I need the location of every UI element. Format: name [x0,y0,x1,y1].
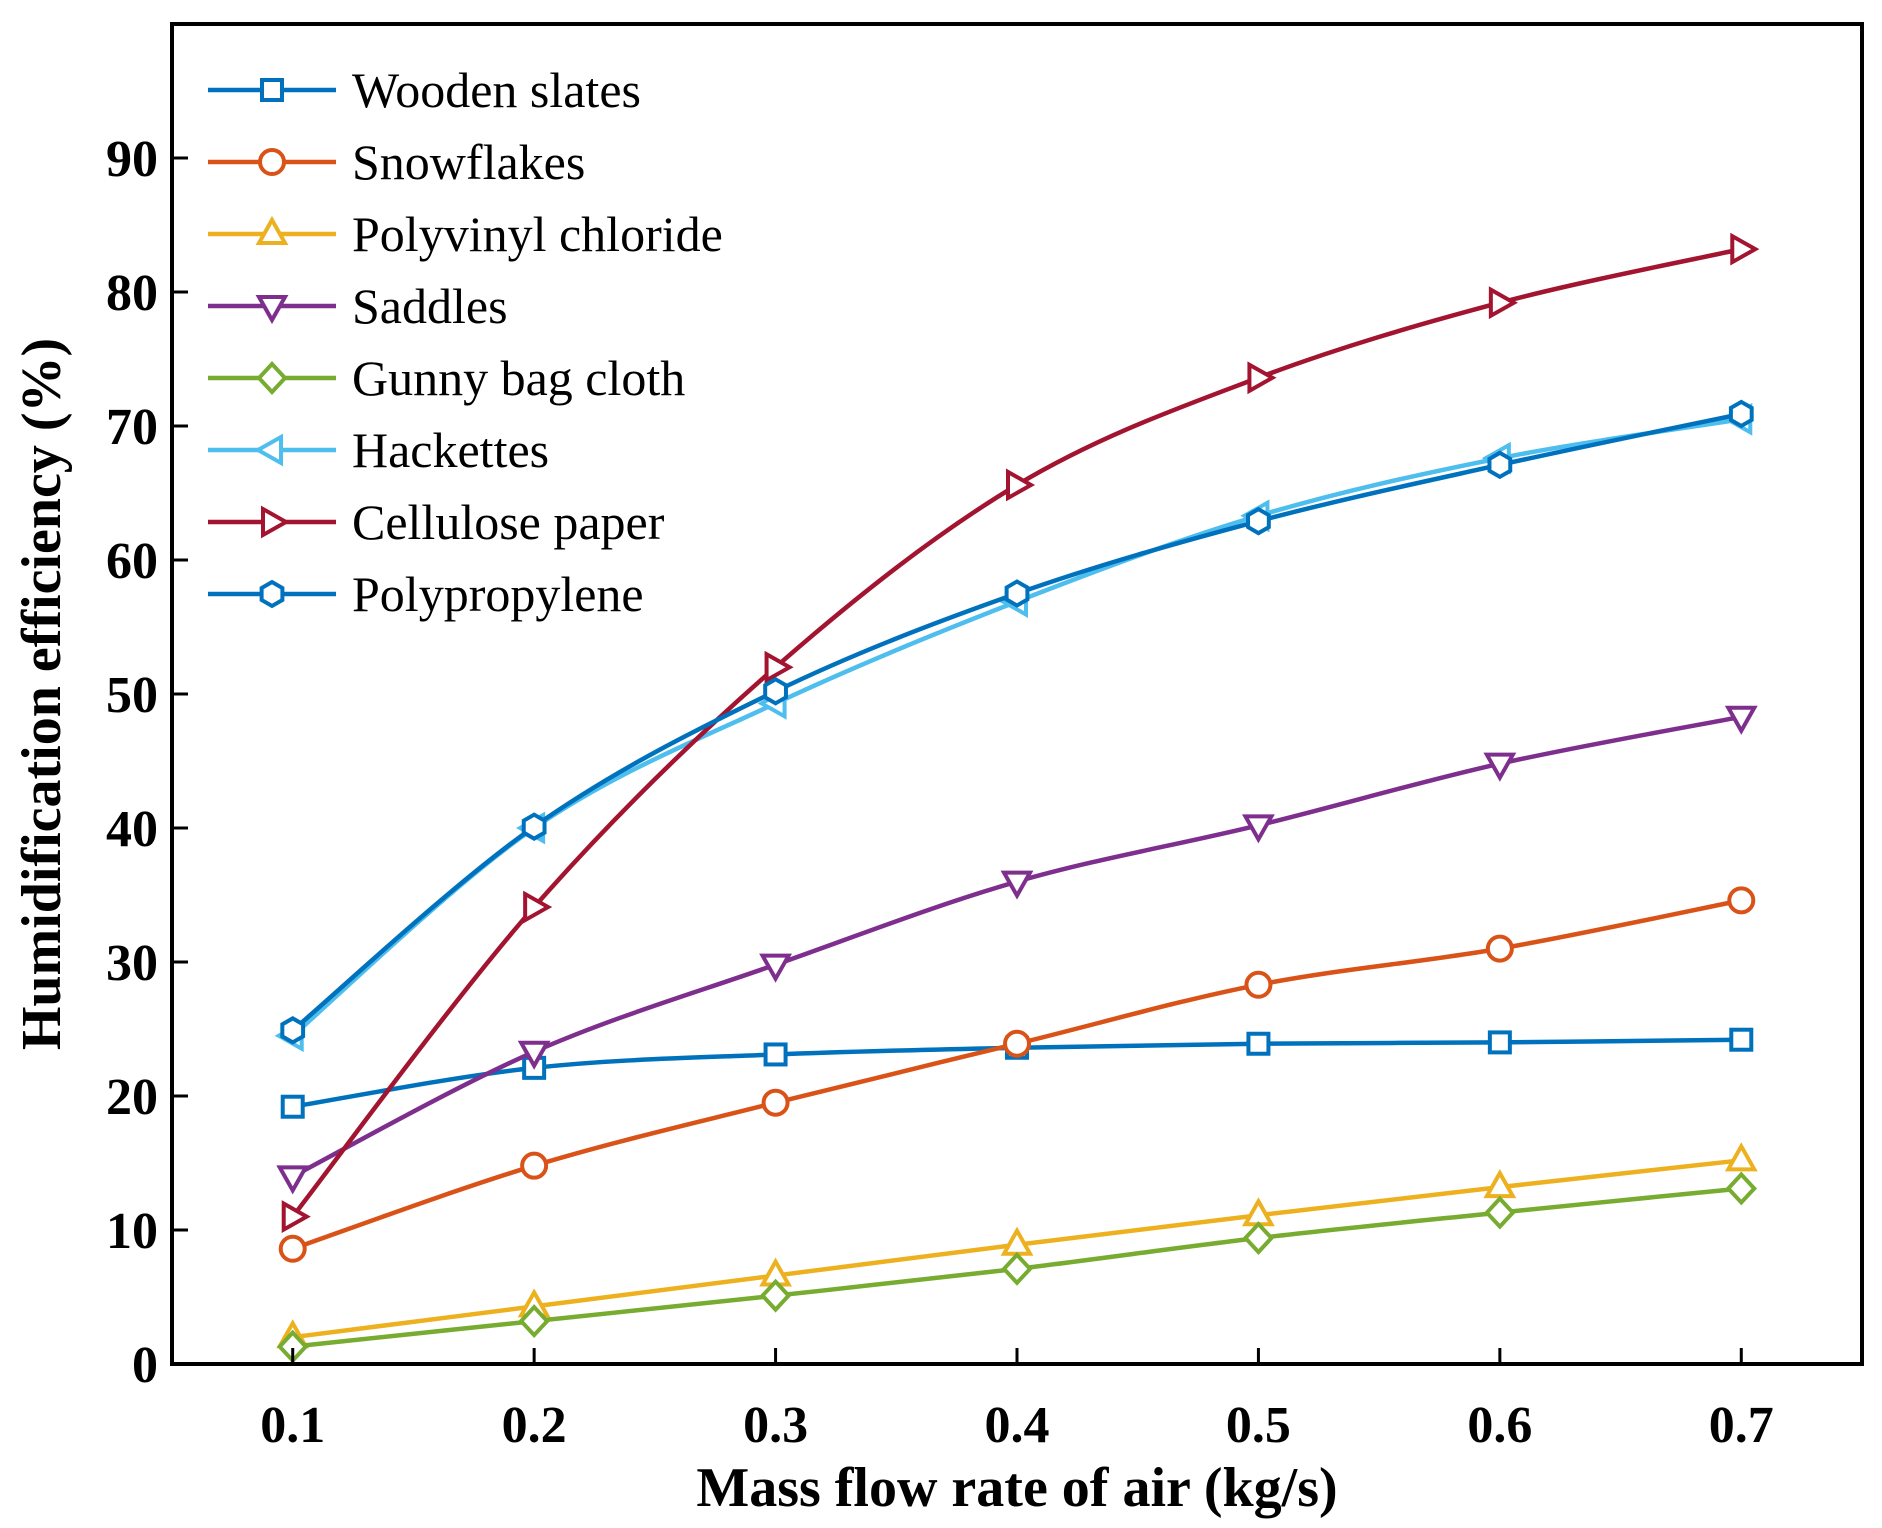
y-tick-label: 0 [132,1337,158,1394]
y-tick-label: 70 [106,399,158,456]
data-point [1728,399,1754,429]
data-point [1724,1142,1758,1172]
x-tick-label: 0.1 [260,1397,325,1454]
legend-marker [253,433,283,467]
data-point [1729,1027,1754,1052]
data-point [517,1040,551,1070]
data-point [521,812,547,841]
legend: Wooden slates Snowflakes Polyvinyl chlorid… [208,62,723,622]
legend-entry: Hackettes [208,422,549,478]
y-tick-label: 40 [106,801,158,858]
legend-label: Snowflakes [352,134,585,190]
legend-marker [258,148,286,176]
data-point [281,1200,311,1234]
legend-label: Gunny bag cloth [352,350,685,406]
x-axis-title: Mass flow rate of air (kg/s) [696,1457,1337,1519]
data-point [761,1088,790,1117]
data-point [1003,1029,1031,1058]
data-point [1725,1171,1758,1206]
legend-entry: Polyvinyl chloride [208,206,723,262]
data-point [278,1234,307,1263]
legend-marker [255,295,289,325]
data-point [1483,752,1517,782]
series-line [291,898,1742,1251]
y-axis-title: Humidification efficiency (%) [11,338,73,1050]
data-point [1730,232,1760,266]
y-tick-label: 20 [106,1069,158,1126]
data-point [759,1278,792,1313]
data-point [1247,361,1277,395]
data-point [1246,506,1271,536]
data-point [518,1304,550,1339]
data-point [1485,934,1514,963]
data-point [280,1094,305,1119]
legend-label: Wooden slates [352,62,641,118]
series-snowflakes [278,886,1756,1263]
data-point [520,1151,549,1180]
x-tick-label: 0.6 [1467,1397,1532,1454]
data-point [1724,705,1758,735]
legend-entry: Gunny bag cloth [208,350,685,406]
series-saddles [276,705,1758,1195]
series-polypropylene [280,399,1754,1045]
data-point [1488,286,1518,320]
y-tick-label: 80 [106,265,158,322]
data-point [523,890,553,924]
y-tick-label: 50 [106,667,158,724]
legend-entry: Cellulose paper [208,494,665,550]
y-tick-label: 30 [106,935,158,992]
axis-ticks: 0.1 0.2 0.3 0.4 0.5 0.6 0.7 0 10 20 30 40 50 60 70 80 90 [106,131,1774,1454]
data-point [1006,468,1036,502]
series-line [291,714,1742,1179]
legend-label: Polyvinyl chloride [352,206,723,262]
legend-marker [256,361,288,395]
legend-marker [255,215,289,245]
x-tick-label: 0.4 [985,1397,1050,1454]
legend-entry: Snowflakes [208,134,585,190]
x-tick-label: 0.2 [502,1397,567,1454]
data-point [1727,886,1756,915]
data-point [1487,1030,1512,1055]
legend-label: Hackettes [352,422,549,478]
legend-entry: Saddles [208,278,508,334]
legend-marker [260,78,284,102]
data-point [276,1165,310,1195]
legend-marker [261,505,291,539]
data-point [1246,1031,1271,1056]
legend-entry: Polypropylene [208,566,644,622]
legend-label: Polypropylene [352,566,644,622]
data-point [764,650,794,684]
data-point [763,1042,788,1067]
data-point [1484,1195,1516,1230]
series-cellulose-paper [281,232,1760,1234]
x-tick-label: 0.3 [743,1397,808,1454]
y-tick-label: 10 [106,1203,158,1260]
data-point [1001,1251,1033,1286]
legend-marker [259,579,285,609]
y-tick-label: 90 [106,131,158,188]
y-tick-label: 60 [106,533,158,590]
data-point [1242,814,1275,844]
data-point [1244,970,1273,999]
legend-label: Cellulose paper [352,494,665,550]
x-tick-label: 0.5 [1226,1397,1291,1454]
data-point [280,1016,306,1045]
plot-area [170,22,1864,1366]
legend-label: Saddles [352,278,508,334]
data-point [1487,450,1513,480]
data-point [763,677,788,706]
data-point [1242,1221,1275,1255]
series-gunny-bag-cloth [276,1171,1758,1364]
legend-entry: Wooden slates [208,62,641,118]
data-point [1004,579,1030,608]
data-point [759,953,792,983]
data-point [1000,870,1034,900]
x-tick-label: 0.7 [1709,1397,1774,1454]
